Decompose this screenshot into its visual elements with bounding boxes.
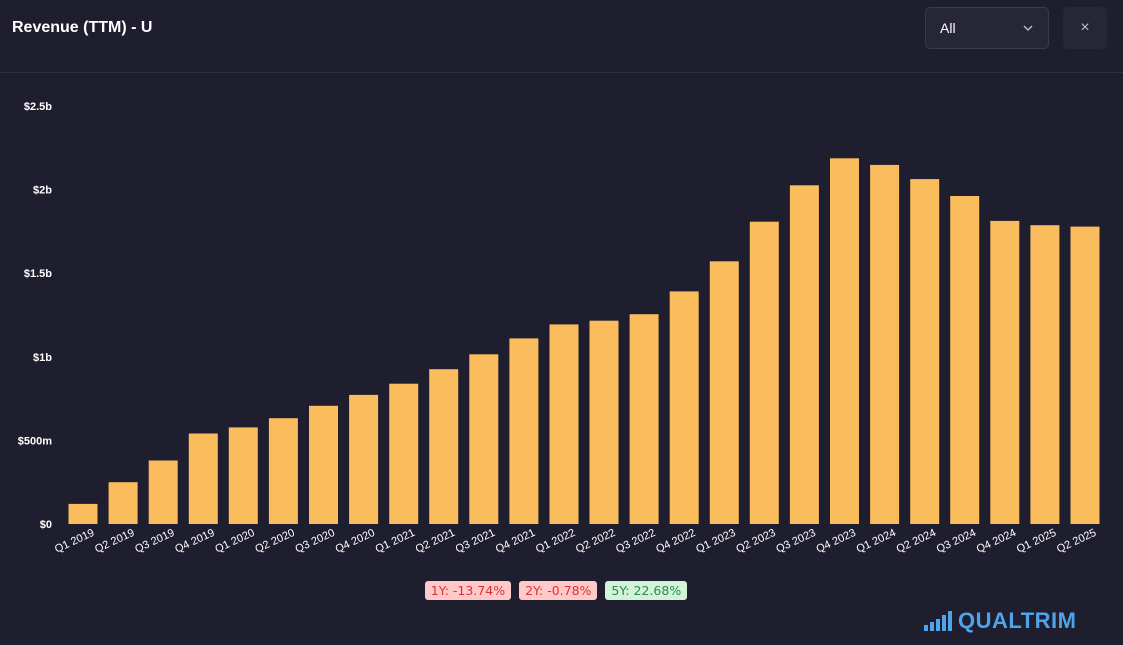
x-tick-label: Q1 2021 (374, 527, 417, 556)
growth-badges: 1Y: -13.74% 2Y: -0.78% 5Y: 22.68% (0, 581, 1112, 600)
x-tick-label: Q4 2024 (975, 527, 1018, 556)
x-tick-label: Q2 2021 (414, 527, 457, 556)
x-tick-label: Q3 2023 (774, 527, 817, 556)
bar-q1-2022[interactable] (549, 324, 579, 524)
bar-q2-2019[interactable] (108, 482, 138, 524)
period-select[interactable]: All (925, 7, 1049, 49)
x-tick-label: Q4 2023 (814, 527, 857, 556)
x-tick-label: Q3 2020 (293, 527, 336, 556)
close-button[interactable]: × (1063, 7, 1107, 49)
x-tick-label: Q2 2024 (895, 527, 938, 556)
x-tick-label: Q4 2022 (654, 527, 697, 556)
bar-q1-2019[interactable] (68, 503, 98, 524)
x-tick-label: Q3 2021 (454, 527, 497, 556)
x-tick-label: Q1 2025 (1015, 527, 1058, 556)
x-tick-label: Q1 2023 (694, 527, 737, 556)
logo-text: QUALTRIM (958, 608, 1077, 633)
x-tick-label: Q2 2025 (1055, 527, 1098, 556)
bar-q2-2021[interactable] (429, 369, 459, 524)
bar-q3-2023[interactable] (789, 185, 819, 525)
bar-q3-2022[interactable] (629, 314, 659, 524)
y-tick-label: $0 (40, 519, 52, 531)
y-tick-label: $2.5b (24, 101, 52, 113)
y-tick-label: $500m (18, 435, 52, 447)
x-tick-label: Q4 2020 (334, 527, 377, 556)
x-tick-label: Q3 2024 (935, 527, 978, 556)
close-icon: × (1080, 19, 1090, 36)
bar-q3-2020[interactable] (309, 405, 338, 524)
chart-header: Revenue (TTM) - U All × (0, 0, 1123, 73)
bar-q4-2020[interactable] (349, 394, 379, 524)
growth-badge-5y: 5Y: 22.68% (605, 581, 688, 600)
bar-q3-2021[interactable] (469, 354, 499, 524)
x-tick-label: Q2 2019 (93, 527, 136, 556)
bar-chart-icon (924, 611, 952, 631)
bar-q4-2019[interactable] (188, 433, 218, 525)
growth-badge-1y: 1Y: -13.74% (424, 581, 512, 600)
x-tick-label: Q3 2019 (133, 527, 176, 556)
bar-q3-2024[interactable] (950, 196, 980, 524)
page-title: Revenue (TTM) - U (12, 19, 153, 36)
growth-badge-2y: 2Y: -0.78% (519, 581, 598, 600)
x-tick-label: Q2 2023 (734, 527, 777, 556)
y-tick-label: $1b (33, 352, 52, 364)
bar-q4-2022[interactable] (669, 291, 699, 524)
x-tick-label: Q1 2022 (534, 527, 577, 556)
y-tick-label: $1.5b (24, 268, 52, 280)
x-tick-label: Q4 2021 (494, 527, 537, 556)
x-tick-label: Q2 2022 (574, 527, 617, 556)
chevron-down-icon (1023, 25, 1033, 32)
x-tick-label: Q1 2020 (213, 527, 256, 556)
x-tick-label: Q1 2019 (53, 527, 96, 556)
y-tick-label: $2b (33, 185, 52, 197)
bar-q1-2025[interactable] (1030, 225, 1060, 524)
bar-q4-2023[interactable] (830, 158, 859, 525)
bar-q4-2024[interactable] (990, 220, 1020, 524)
x-tick-label: Q1 2024 (855, 527, 898, 556)
bar-q2-2022[interactable] (589, 320, 619, 524)
bar-q1-2021[interactable] (389, 383, 419, 524)
bar-q1-2023[interactable] (709, 261, 739, 524)
bar-q1-2020[interactable] (228, 427, 258, 524)
x-tick-label: Q3 2022 (614, 527, 657, 556)
bar-q3-2019[interactable] (148, 460, 178, 525)
period-select-value: All (940, 20, 956, 36)
bar-q1-2024[interactable] (870, 164, 900, 524)
x-tick-label: Q2 2020 (253, 527, 296, 556)
bar-q2-2023[interactable] (749, 221, 779, 524)
bar-q4-2021[interactable] (509, 338, 539, 524)
bar-q2-2020[interactable] (268, 418, 298, 524)
bar-q2-2024[interactable] (910, 179, 940, 524)
bar-q2-2025[interactable] (1070, 226, 1100, 524)
brand-logo: QUALTRIM (924, 608, 1077, 633)
x-tick-label: Q4 2019 (173, 527, 216, 556)
